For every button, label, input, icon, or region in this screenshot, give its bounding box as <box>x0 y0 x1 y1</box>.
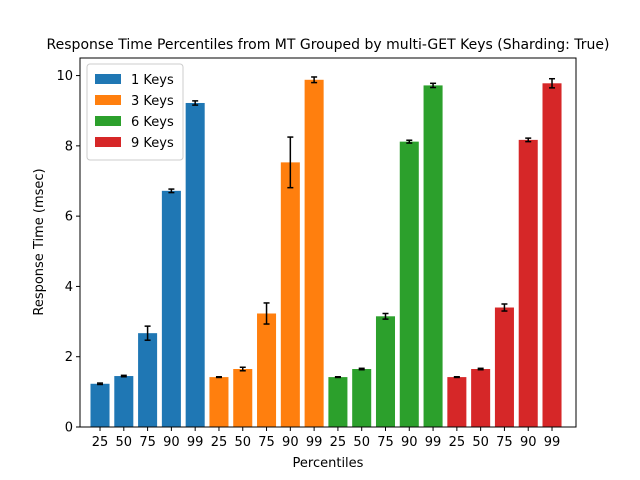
x-tick-label: 25 <box>330 435 347 450</box>
y-tick-label: 4 <box>65 280 73 295</box>
x-tick-label: 25 <box>449 435 466 450</box>
error-bar <box>453 375 460 379</box>
bar <box>304 79 324 427</box>
y-tick-label: 6 <box>65 210 73 225</box>
bar <box>328 377 348 427</box>
error-bar <box>168 188 175 194</box>
bar <box>494 307 514 427</box>
y-tick-label: 10 <box>56 69 73 84</box>
chart-title: Response Time Percentiles from MT Groupe… <box>47 37 610 53</box>
x-tick-label: 90 <box>163 435 180 450</box>
x-tick-label: 50 <box>234 435 251 450</box>
error-bar <box>120 374 127 378</box>
bar <box>257 313 277 427</box>
error-bar <box>549 77 556 89</box>
y-tick-label: 0 <box>65 421 73 436</box>
axes-frame <box>79 57 577 428</box>
x-tick-label: 50 <box>353 435 370 450</box>
legend-label: 6 Keys <box>131 115 174 130</box>
bar <box>114 376 134 427</box>
x-tick-label: 75 <box>496 435 513 450</box>
bar <box>280 162 300 428</box>
error-bar <box>287 136 294 189</box>
legend-label: 3 Keys <box>131 94 174 109</box>
x-tick-label: 90 <box>520 435 537 450</box>
x-axis-label: Percentiles <box>293 456 364 471</box>
bar <box>471 369 491 427</box>
x-tick-label: 99 <box>187 435 204 450</box>
x-tick-label: 25 <box>211 435 228 450</box>
x-tick-label: 99 <box>544 435 561 450</box>
y-tick-label: 8 <box>65 139 73 154</box>
y-axis-label: Response Time (msec) <box>32 168 47 315</box>
legend-label: 9 Keys <box>131 136 174 151</box>
x-tick-label: 50 <box>116 435 133 450</box>
legend-swatch <box>95 137 121 147</box>
y-tick-label: 2 <box>65 350 73 365</box>
bar <box>518 139 538 427</box>
x-tick-label: 99 <box>306 435 323 450</box>
legend-swatch <box>95 74 121 84</box>
x-tick-label: 25 <box>92 435 109 450</box>
plot-area <box>90 76 562 428</box>
legend-swatch <box>95 95 121 105</box>
x-tick-label: 50 <box>472 435 489 450</box>
bar <box>399 141 419 427</box>
bar <box>423 85 443 427</box>
error-bar <box>525 137 532 143</box>
bar <box>161 190 181 427</box>
error-bar <box>430 82 437 89</box>
y-axis: 0 2 4 6 8 10 <box>56 69 80 436</box>
error-bar <box>477 367 484 371</box>
bar <box>233 369 253 427</box>
bar <box>375 316 396 427</box>
error-bar <box>501 303 508 312</box>
error-bar <box>334 375 341 379</box>
error-bar <box>406 139 413 144</box>
x-tick-label: 75 <box>377 435 394 450</box>
legend-label: 1 Keys <box>131 73 174 88</box>
bar <box>352 369 372 427</box>
bar <box>90 383 110 427</box>
error-bar <box>239 366 246 372</box>
bar <box>185 102 205 428</box>
error-bar <box>144 325 151 341</box>
bar <box>209 377 229 427</box>
bar <box>138 333 158 427</box>
x-tick-label: 75 <box>139 435 156 450</box>
error-bar <box>215 375 222 379</box>
error-bar <box>97 382 104 386</box>
x-tick-label: 90 <box>282 435 299 450</box>
legend: 1 Keys 3 Keys 6 Keys 9 Keys <box>86 63 184 161</box>
error-bar <box>382 312 389 320</box>
error-bar <box>192 100 199 106</box>
x-axis: 25 50 75 90 99 25 50 75 90 99 25 50 75 90 99 25 50 75 90 99 <box>92 427 561 450</box>
x-tick-label: 75 <box>258 435 275 450</box>
error-bar <box>311 76 318 84</box>
bar <box>542 83 562 427</box>
legend-swatch <box>95 116 121 126</box>
bar <box>447 377 467 427</box>
error-bar <box>263 302 270 325</box>
x-tick-label: 90 <box>401 435 418 450</box>
error-bar <box>358 367 365 371</box>
x-tick-label: 99 <box>425 435 442 450</box>
legend-box <box>86 63 184 161</box>
